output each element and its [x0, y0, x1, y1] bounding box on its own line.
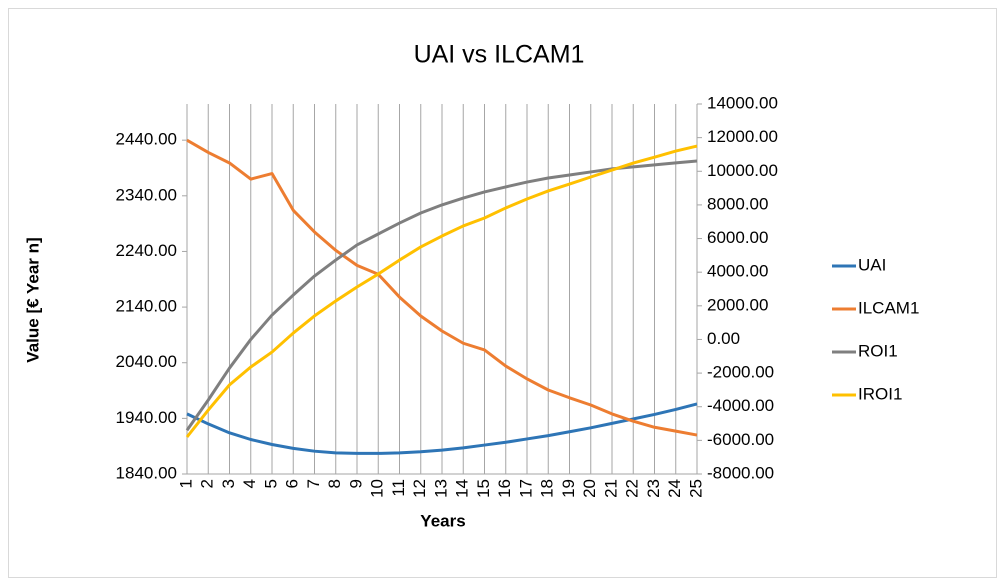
y2-tick-label: -6000.00: [707, 430, 774, 449]
y-tick-label: 1940.00: [116, 408, 177, 427]
series-line: [186, 138, 698, 437]
x-tick-label: 16: [495, 479, 514, 498]
x-tick-label: 12: [410, 479, 429, 498]
x-tick-label: 8: [325, 479, 344, 488]
x-tick-label: 13: [431, 479, 450, 498]
x-tick-label: 7: [304, 479, 323, 488]
x-tick-label: 9: [346, 479, 365, 488]
y-tick-label: 2140.00: [116, 297, 177, 316]
x-tick-label: 3: [219, 479, 238, 488]
y-axis-label: Value [€ Year n]: [23, 237, 42, 362]
series-line: [186, 402, 698, 455]
series-line: [185, 144, 698, 438]
x-tick-label: 21: [601, 479, 620, 498]
y-tick-label: 2340.00: [116, 185, 177, 204]
legend-label: UAI: [858, 255, 886, 274]
x-tick-label: 10: [368, 479, 387, 498]
x-tick-label: 5: [261, 479, 280, 488]
y-tick-label: 2440.00: [116, 130, 177, 149]
y2-tick-label: 4000.00: [707, 262, 768, 281]
x-tick-label: 18: [538, 479, 557, 498]
x-tick-label: 11: [389, 479, 408, 497]
x-tick-label: 20: [580, 479, 599, 498]
legend-label: ILCAM1: [858, 298, 919, 317]
x-tick-label: 1: [176, 479, 195, 488]
y2-tick-label: -2000.00: [707, 363, 774, 382]
y2-tick-label: -8000.00: [707, 463, 774, 482]
y2-tick-label: 12000.00: [707, 127, 778, 146]
y2-tick-label: 6000.00: [707, 228, 768, 247]
chart-border: [8, 8, 997, 578]
y-tick-label: 2240.00: [116, 241, 177, 260]
x-tick-label: 4: [240, 479, 259, 488]
x-tick-label: 19: [559, 479, 578, 498]
x-tick-label: 6: [283, 479, 302, 488]
x-axis-label: Years: [420, 511, 465, 530]
y2-tick-label: 10000.00: [707, 161, 778, 180]
y-tick-label: 1840.00: [116, 463, 177, 482]
y2-tick-label: 2000.00: [707, 295, 768, 314]
x-tick-label: 14: [453, 479, 472, 498]
legend-label: ROI1: [858, 341, 898, 360]
x-tick-label: 15: [474, 479, 493, 498]
x-tick-label: 24: [665, 479, 684, 498]
legend-label: IROI1: [858, 384, 902, 403]
y2-tick-label: -4000.00: [707, 396, 774, 415]
x-tick-label: 25: [686, 479, 705, 498]
x-tick-label: 23: [644, 479, 663, 498]
y2-tick-label: 0.00: [707, 329, 740, 348]
chart-title: UAI vs ILCAM1: [414, 41, 585, 69]
y2-tick-label: 14000.00: [707, 93, 778, 112]
x-tick-label: 22: [623, 479, 642, 498]
y2-tick-label: 8000.00: [707, 194, 768, 213]
x-tick-label: 17: [516, 479, 535, 498]
x-tick-label: 2: [198, 479, 217, 488]
y-tick-label: 2040.00: [116, 352, 177, 371]
